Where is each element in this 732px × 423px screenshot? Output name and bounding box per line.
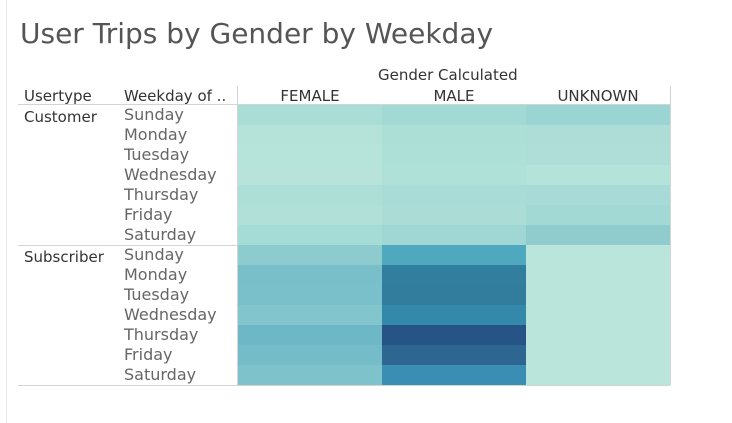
weekday-label: Saturday [124, 225, 197, 244]
heatmap-cell [382, 105, 526, 125]
heatmap-cell [238, 325, 382, 345]
heatmap-cell [382, 325, 526, 345]
weekday-label: Thursday [124, 325, 199, 344]
heatmap-cell [526, 245, 670, 265]
column-header-unknown: UNKNOWN [557, 87, 639, 105]
heatmap-cell [238, 285, 382, 305]
weekday-label: Thursday [124, 185, 199, 204]
weekday-header: Weekday of .. [124, 87, 227, 105]
column-group-header: Gender Calculated [378, 66, 518, 84]
heatmap-cell [382, 165, 526, 185]
weekday-label: Wednesday [124, 165, 217, 184]
heatmap-cell [526, 205, 670, 225]
heatmap-cell [382, 205, 526, 225]
heatmap-cell [526, 265, 670, 285]
heatmap-cell [382, 305, 526, 325]
weekday-label: Tuesday [124, 145, 190, 164]
heatmap-cell [526, 185, 670, 205]
heatmap-cell [238, 245, 382, 265]
heatmap-cell [238, 345, 382, 365]
usertype-label-customer: Customer [24, 108, 97, 126]
weekday-label: Friday [124, 345, 173, 364]
heatmap-cell [238, 225, 382, 245]
heatmap-cell [238, 185, 382, 205]
heatmap-cell [526, 225, 670, 245]
heatmap-cell [526, 165, 670, 185]
usertype-header: Usertype [24, 87, 92, 105]
heatmap-cell [526, 305, 670, 325]
weekday-label: Friday [124, 205, 173, 224]
heatmap-cell [526, 105, 670, 125]
heatmap-cell [238, 265, 382, 285]
heatmap-cell [526, 145, 670, 165]
heatmap-cell [238, 145, 382, 165]
weekday-label: Monday [124, 265, 188, 284]
heatmap-cell [238, 305, 382, 325]
heatmap-cell [238, 125, 382, 145]
heatmap-cell [526, 285, 670, 305]
weekday-label: Wednesday [124, 305, 217, 324]
heatmap-cell [238, 205, 382, 225]
usertype-label-subscriber: Subscriber [24, 248, 104, 266]
heatmap-cell [238, 105, 382, 125]
heatmap-cell [382, 285, 526, 305]
column-header-female: FEMALE [280, 87, 340, 105]
heatmap-cell [382, 265, 526, 285]
chart-title: User Trips by Gender by Weekday [20, 17, 494, 50]
heatmap-cell [382, 185, 526, 205]
heatmap-cell [382, 365, 526, 385]
heatmap-cell [382, 245, 526, 265]
heatmap-cell [382, 345, 526, 365]
heatmap-cell [382, 145, 526, 165]
weekday-label: Saturday [124, 365, 197, 384]
left-border-line [6, 0, 7, 423]
heatmap-cell [526, 325, 670, 345]
heatmap-cell [382, 225, 526, 245]
weekday-label: Monday [124, 125, 188, 144]
heatmap-cell [238, 165, 382, 185]
heatmap-cell [382, 125, 526, 145]
weekday-label: Tuesday [124, 285, 190, 304]
heatmap-cell [526, 345, 670, 365]
column-header-male: MALE [433, 87, 475, 105]
heatmap-cell [526, 365, 670, 385]
weekday-label: Sunday [124, 105, 184, 124]
heatmap-cell [526, 125, 670, 145]
heatmap-cell [238, 365, 382, 385]
weekday-label: Sunday [124, 245, 184, 264]
